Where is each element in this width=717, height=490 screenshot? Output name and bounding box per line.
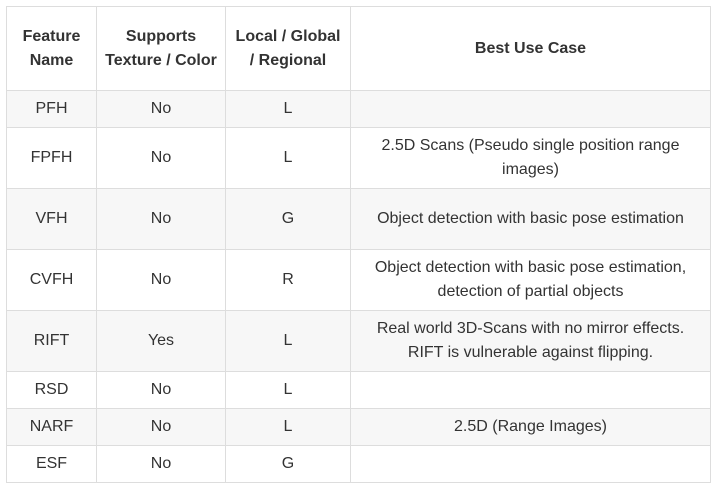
- cell-scope: L: [225, 127, 351, 189]
- cell-supports-texture: No: [96, 445, 226, 483]
- header-feature-name: Feature Name: [6, 6, 97, 91]
- cell-supports-texture: No: [96, 249, 226, 311]
- cell-supports-texture: No: [96, 127, 226, 189]
- cell-feature-name: RIFT: [6, 310, 97, 372]
- cell-feature-name: ESF: [6, 445, 97, 483]
- feature-comparison-table: Feature Name Supports Texture / Color Lo…: [6, 6, 711, 483]
- table-row: CVFH No R Object detection with basic po…: [6, 249, 711, 311]
- table-row: RSD No L: [6, 371, 711, 409]
- table-row: RIFT Yes L Real world 3D-Scans with no m…: [6, 310, 711, 372]
- cell-supports-texture: Yes: [96, 310, 226, 372]
- cell-scope: G: [225, 188, 351, 250]
- header-row: Feature Name Supports Texture / Color Lo…: [6, 6, 711, 91]
- cell-best-use-case: [350, 90, 711, 128]
- table-body: PFH No L FPFH No L 2.5D Scans (Pseudo si…: [6, 90, 711, 483]
- cell-scope: L: [225, 371, 351, 409]
- cell-feature-name: VFH: [6, 188, 97, 250]
- header-supports-texture: Supports Texture / Color: [96, 6, 226, 91]
- table-container: Feature Name Supports Texture / Color Lo…: [6, 6, 711, 483]
- cell-feature-name: RSD: [6, 371, 97, 409]
- cell-scope: G: [225, 445, 351, 483]
- cell-best-use-case: 2.5D Scans (Pseudo single position range…: [350, 127, 711, 189]
- cell-supports-texture: No: [96, 371, 226, 409]
- header-local-global-regional: Local / Global / Regional: [225, 6, 351, 91]
- table-row: NARF No L 2.5D (Range Images): [6, 408, 711, 446]
- cell-best-use-case: [350, 371, 711, 409]
- table-row: VFH No G Object detection with basic pos…: [6, 188, 711, 250]
- cell-scope: R: [225, 249, 351, 311]
- cell-scope: L: [225, 408, 351, 446]
- cell-scope: L: [225, 310, 351, 372]
- header-best-use-case: Best Use Case: [350, 6, 711, 91]
- cell-feature-name: NARF: [6, 408, 97, 446]
- cell-feature-name: FPFH: [6, 127, 97, 189]
- cell-feature-name: PFH: [6, 90, 97, 128]
- cell-best-use-case: Object detection with basic pose estimat…: [350, 249, 711, 311]
- cell-supports-texture: No: [96, 188, 226, 250]
- cell-supports-texture: No: [96, 90, 226, 128]
- cell-best-use-case: Real world 3D-Scans with no mirror effec…: [350, 310, 711, 372]
- cell-best-use-case: [350, 445, 711, 483]
- table-header: Feature Name Supports Texture / Color Lo…: [6, 6, 711, 91]
- cell-scope: L: [225, 90, 351, 128]
- cell-feature-name: CVFH: [6, 249, 97, 311]
- table-row: FPFH No L 2.5D Scans (Pseudo single posi…: [6, 127, 711, 189]
- cell-supports-texture: No: [96, 408, 226, 446]
- cell-best-use-case: 2.5D (Range Images): [350, 408, 711, 446]
- table-row: ESF No G: [6, 445, 711, 483]
- cell-best-use-case: Object detection with basic pose estimat…: [350, 188, 711, 250]
- table-row: PFH No L: [6, 90, 711, 128]
